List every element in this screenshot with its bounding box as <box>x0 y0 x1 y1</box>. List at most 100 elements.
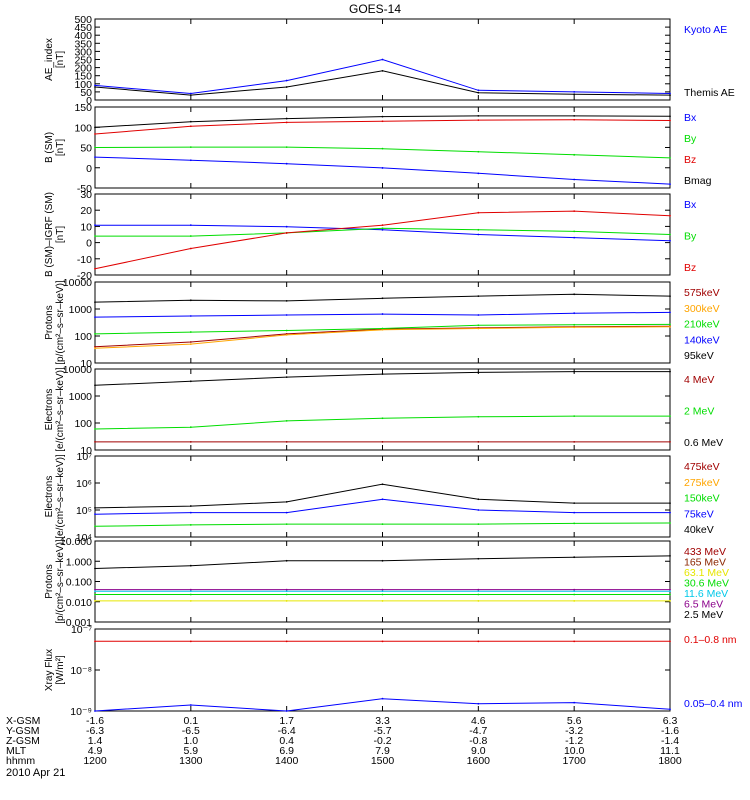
legend-themis-ae: Themis AE <box>684 87 735 99</box>
footer-value: -0.2 <box>373 735 391 747</box>
y-tick-label: 10000 <box>63 364 92 376</box>
legend-4-mev: 4 MeV <box>684 374 714 386</box>
data-point-140kev <box>189 315 192 317</box>
y-axis-label: Protons[p/(cm²–s–sr–keV)] <box>44 539 66 624</box>
data-point-4-mev <box>285 440 288 443</box>
y-tick-label: 150 <box>74 102 92 114</box>
data-point-bmag <box>669 115 671 118</box>
data-point-2-mev <box>189 426 192 429</box>
data-point-63-1-mev <box>477 600 480 602</box>
y-tick-label: 10⁵ <box>76 505 92 517</box>
footer-value: 1700 <box>562 755 586 767</box>
panel-2: -50 0 50 100 150 B (SM)[nT] Bx By Bz Bmag <box>44 102 712 195</box>
data-point-2-5-mev <box>477 557 480 560</box>
y-axis-label: Electrons[e/(cm²–s–sr–keV)] <box>44 367 66 452</box>
data-point-0-1-0-8-nm <box>189 640 192 643</box>
data-point-kyoto-ae <box>477 89 480 92</box>
y-tick-label: 300 <box>74 46 92 58</box>
data-point-75kev <box>94 513 96 516</box>
data-point-bz <box>477 119 480 122</box>
panel-8: 10⁻⁹ 10⁻⁸ 10⁻⁷ Xray Flux[W/m²] 0.1–0.8 nm 0.0… <box>44 624 743 718</box>
legend-95kev: 95keV <box>684 350 714 362</box>
data-point-6-5-mev <box>189 588 192 591</box>
data-point-kyoto-ae <box>94 84 96 87</box>
data-point-0-05-0-4-nm <box>285 710 288 712</box>
data-point-4-mev <box>477 440 480 443</box>
data-point-by <box>189 235 192 237</box>
footer-value: 1400 <box>275 755 299 767</box>
y-tick-label: 10 <box>80 445 92 457</box>
data-point-210kev <box>94 332 96 335</box>
data-point-bx <box>381 228 384 231</box>
series-line-bx <box>94 156 671 185</box>
data-point-210kev <box>285 329 288 332</box>
panels: 050100150200250300350400450500AE_index[n… <box>44 14 743 718</box>
footer-value: -1.2 <box>565 735 583 747</box>
data-point-4-mev <box>94 440 96 443</box>
data-point-0-05-0-4-nm <box>669 708 671 711</box>
data-point-30-6-mev <box>285 593 288 596</box>
data-point-6-5-mev <box>573 588 576 591</box>
panel-frame <box>94 193 671 276</box>
data-point-150kev <box>477 523 480 526</box>
data-point-0-6-mev <box>573 370 576 373</box>
legend-0-6-mev: 0.6 MeV <box>684 437 723 449</box>
data-point-300kev <box>381 328 384 331</box>
data-point-140kev <box>381 313 384 315</box>
data-point-bmag <box>573 114 576 117</box>
data-point-95kev <box>285 299 288 302</box>
y-tick-label: 450 <box>74 22 92 34</box>
data-point-bmag <box>94 126 96 129</box>
data-point-63-1-mev <box>573 600 576 602</box>
data-point-75kev <box>669 511 671 514</box>
data-point-140kev <box>285 314 288 316</box>
data-point-40kev <box>381 483 384 486</box>
data-point-40kev <box>477 498 480 501</box>
data-point-40kev <box>669 502 671 505</box>
data-point-by <box>669 157 671 159</box>
y-axis-label: Xray Flux[W/m²] <box>44 649 66 691</box>
data-point-300kev <box>94 347 96 350</box>
legend-bz: Bz <box>684 154 696 166</box>
legend-kyoto-ae: Kyoto AE <box>684 24 727 36</box>
y-tick-label: 10.000 <box>60 536 92 548</box>
data-point-150kev <box>189 524 192 526</box>
data-point-bz <box>381 120 384 123</box>
data-point-bz <box>573 210 576 213</box>
data-point-by <box>285 146 288 149</box>
panel-3: -20 -10 0 10 20 30 B (SM)–IGRF (SM)[nT] Bx By Bz <box>44 189 697 282</box>
y-tick-label: 1000 <box>69 391 93 403</box>
data-point-30-6-mev <box>381 593 384 596</box>
data-point-by <box>669 233 671 236</box>
data-point-bx <box>94 156 96 159</box>
data-point-63-1-mev <box>381 600 384 602</box>
data-point-by <box>477 228 480 231</box>
y-tick-label: 10⁻⁷ <box>71 624 92 636</box>
data-point-0-05-0-4-nm <box>573 701 576 704</box>
data-point-95kev <box>189 299 192 302</box>
footer-value: -6.4 <box>278 725 296 737</box>
data-point-by <box>477 150 480 153</box>
data-point-by <box>94 146 96 149</box>
data-point-210kev <box>669 323 671 326</box>
data-point-bx <box>189 159 192 162</box>
data-point-30-6-mev <box>573 593 576 596</box>
footer-value: -6.5 <box>182 725 200 737</box>
legend-bmag: Bmag <box>684 175 712 187</box>
legend-210kev: 210keV <box>684 319 720 331</box>
footer-value: 11.1 <box>660 745 680 757</box>
data-point-63-1-mev <box>669 600 671 602</box>
legend-bx: Bx <box>684 199 697 211</box>
data-point-11-6-mev <box>285 590 288 593</box>
data-point-11-6-mev <box>573 590 576 593</box>
data-point-2-5-mev <box>381 559 384 562</box>
data-point-bz <box>189 247 192 250</box>
data-point-63-1-mev <box>189 600 192 602</box>
data-point-2-mev <box>573 415 576 418</box>
date-label: 2010 Apr 21 <box>6 767 65 779</box>
data-point-300kev <box>189 343 192 346</box>
footer-row-label: Y-GSM <box>6 725 39 737</box>
data-point-bmag <box>381 115 384 118</box>
y-tick-label: 100 <box>74 331 92 343</box>
